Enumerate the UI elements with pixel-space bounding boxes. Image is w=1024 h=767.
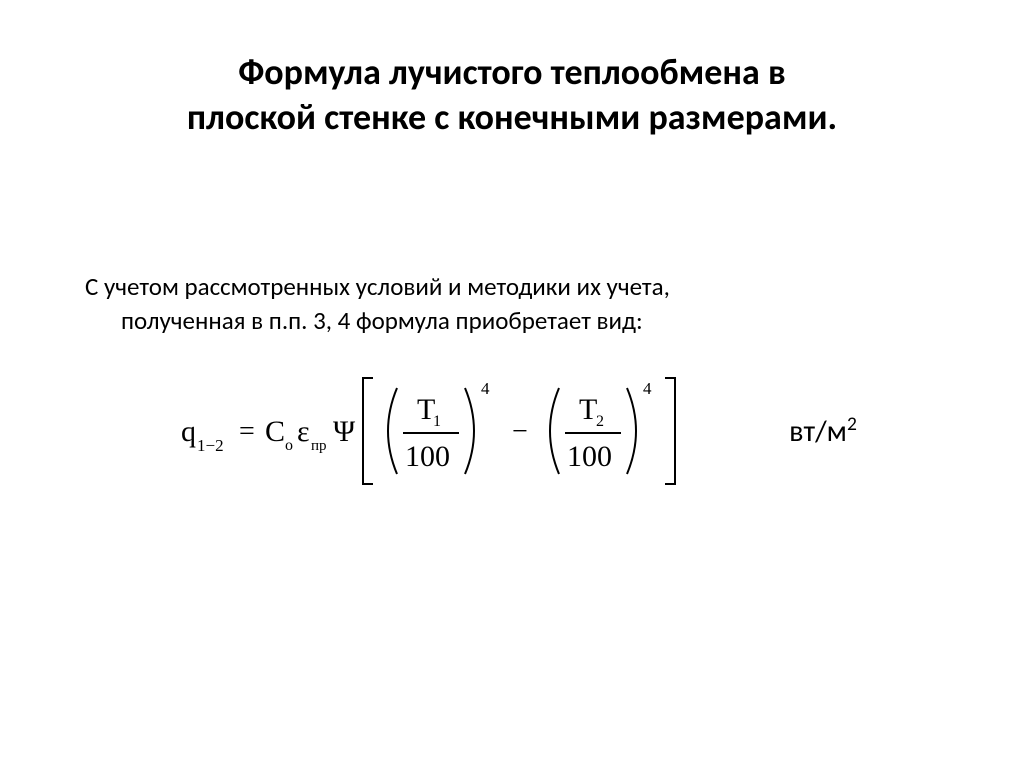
term1-left-paren [388,388,397,474]
term1-den: 100 [405,440,450,473]
term2-left-paren [550,388,559,474]
formula-eps: ε [297,415,310,448]
formula-eps-sub: пр [311,438,327,454]
left-square-bracket [363,378,373,484]
term2-num-sub: 2 [596,413,604,430]
body-line-2: полученная в п.п. 3, 4 формула приобрета… [85,305,643,336]
formula-coef: C [265,415,285,448]
unit-super: 2 [847,412,857,436]
term1-exp: 4 [481,379,490,398]
formula-lhs-var: q [181,415,196,448]
unit-label: вт/м2 [789,412,857,450]
term2-right-paren [627,388,636,474]
right-square-bracket [665,378,675,484]
title-line-2: плоской стенке с конечными размерами. [187,95,837,139]
formula-coef-sub: o [285,437,293,454]
title-line-1: Формула лучистого теплообмена в [238,50,786,94]
term1-right-paren [465,388,474,474]
body-line-1: С учетом рассмотренных условий и методик… [85,271,670,302]
term2-group: T 2 100 4 [550,379,652,474]
term1-group: T 1 100 4 [388,379,490,474]
body-paragraph: С учетом рассмотренных условий и методик… [55,270,969,338]
formula-minus: − [512,416,528,447]
slide-title: Формула лучистого теплообмена в плоской … [55,50,969,140]
unit-text: вт/м [789,413,847,450]
term1-num-sub: 1 [433,413,441,430]
term2-num: T [579,393,597,426]
term2-exp: 4 [643,379,652,398]
formula-psi: Ψ [333,415,356,448]
formula-eq: = [239,416,255,447]
formula: q 1−2 = C o ε пр Ψ T 1 [167,366,767,496]
formula-row: q 1−2 = C o ε пр Ψ T 1 [55,366,969,496]
formula-lhs-sub: 1−2 [197,436,224,455]
term2-den: 100 [567,440,612,473]
